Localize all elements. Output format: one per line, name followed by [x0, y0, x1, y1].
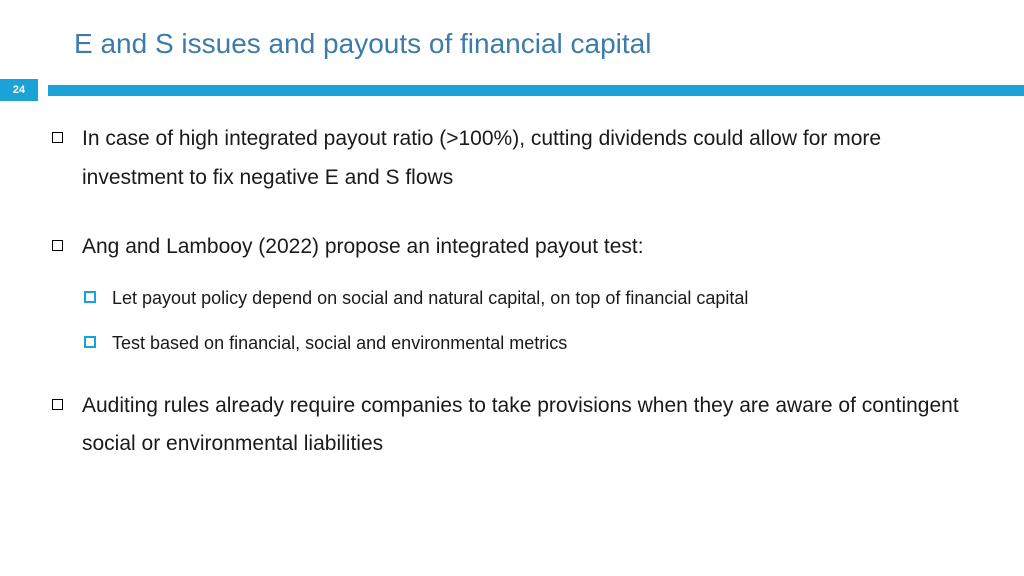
bullet-text: Auditing rules already require companies… [82, 394, 959, 456]
list-item: Ang and Lambooy (2022) propose an integr… [48, 228, 976, 357]
bullet-text: Ang and Lambooy (2022) propose an integr… [82, 235, 644, 258]
sub-list-item: Let payout policy depend on social and n… [82, 285, 976, 312]
list-item: Auditing rules already require companies… [48, 387, 976, 465]
bullet-list: In case of high integrated payout ratio … [48, 120, 976, 464]
accent-bar [48, 85, 1024, 96]
sub-bullet-list: Let payout policy depend on social and n… [82, 285, 976, 357]
header-bar-row: 24 [0, 79, 1024, 101]
sub-list-item: Test based on financial, social and envi… [82, 330, 976, 357]
sub-bullet-text: Let payout policy depend on social and n… [112, 288, 748, 308]
bar-gap [38, 79, 48, 101]
list-item: In case of high integrated payout ratio … [48, 120, 976, 198]
sub-bullet-text: Test based on financial, social and envi… [112, 333, 567, 353]
slide: E and S issues and payouts of financial … [0, 0, 1024, 576]
page-number-badge: 24 [0, 79, 38, 101]
content-area: In case of high integrated payout ratio … [48, 120, 976, 494]
bullet-text: In case of high integrated payout ratio … [82, 127, 881, 189]
slide-title: E and S issues and payouts of financial … [74, 28, 651, 60]
